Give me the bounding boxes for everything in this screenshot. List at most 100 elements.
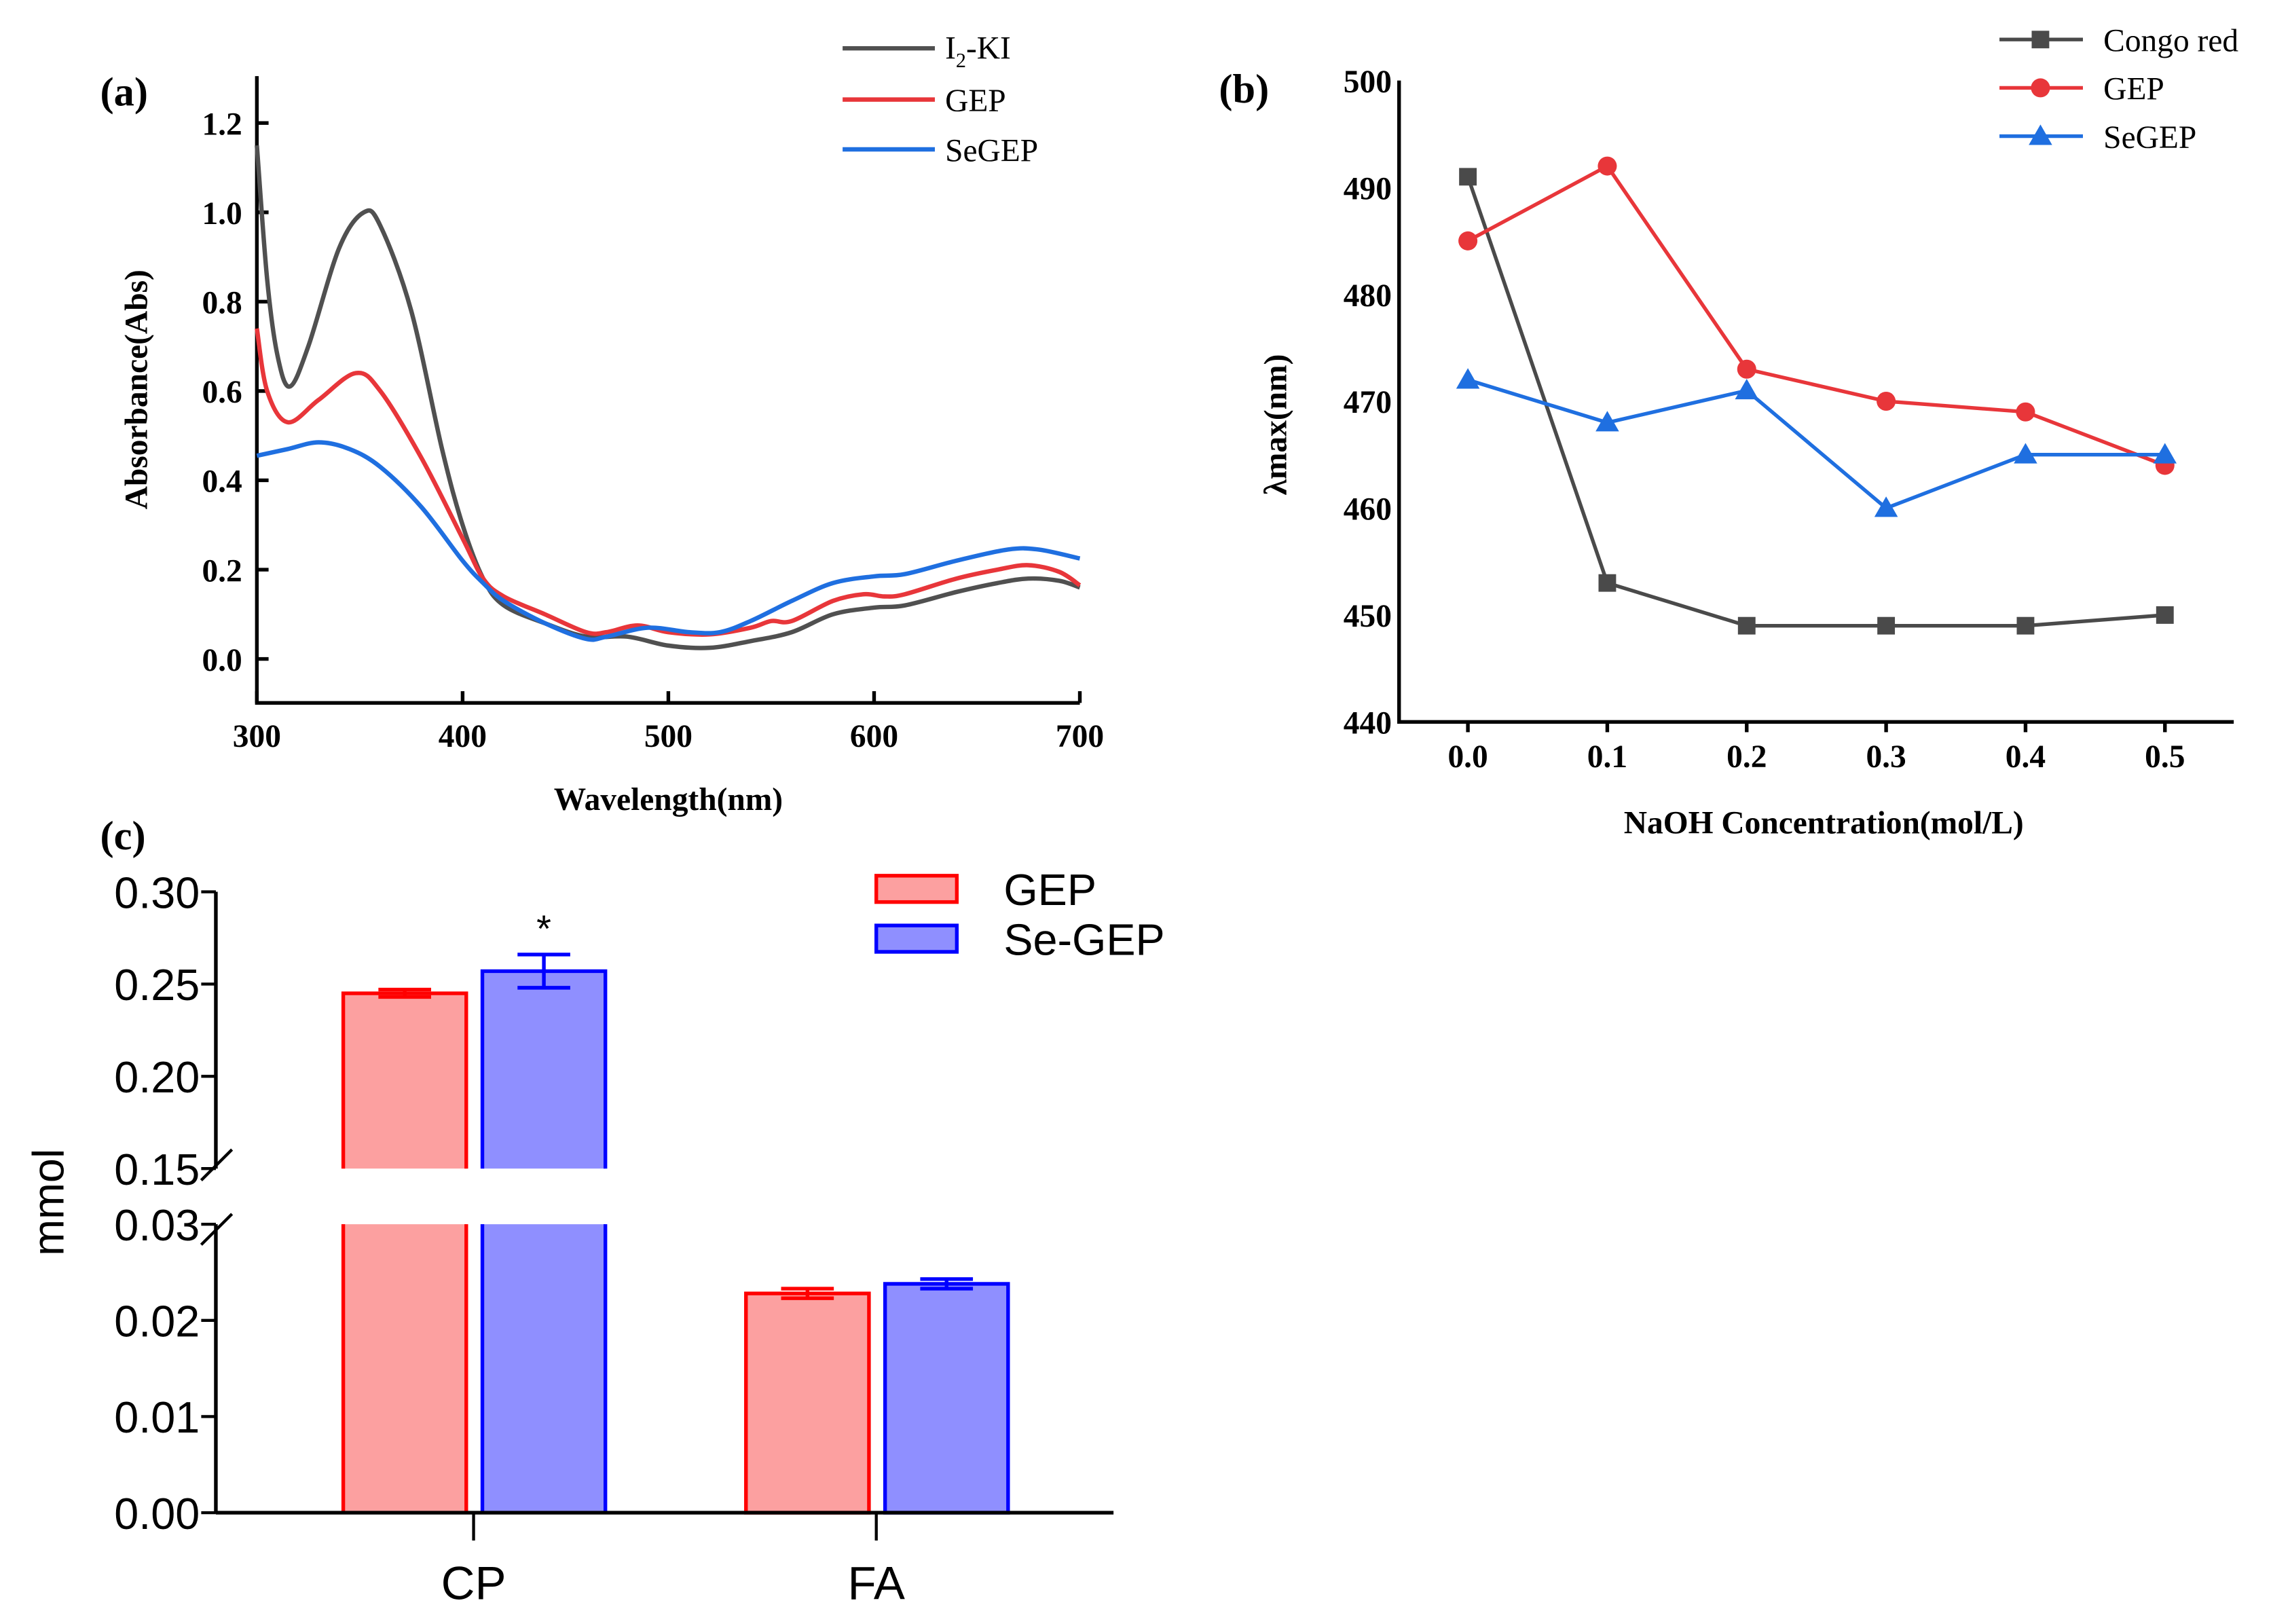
data-point-segep bbox=[1874, 496, 1898, 517]
x-tick-label-b: 0.2 bbox=[1726, 739, 1767, 775]
error-bar-se-gep-fa bbox=[920, 1277, 974, 1291]
data-point-congo-red bbox=[1459, 168, 1477, 186]
y-tick-label-a: 1.2 bbox=[202, 107, 242, 142]
data-point-gep bbox=[1877, 391, 1896, 411]
y-tick-label-b: 460 bbox=[1344, 492, 1392, 528]
y-tick-label-c: 0.01 bbox=[114, 1392, 200, 1442]
legend-label-segep: SeGEP bbox=[2103, 120, 2196, 155]
data-point-congo-red bbox=[1598, 574, 1617, 592]
bar-gep-fa bbox=[744, 1291, 871, 1515]
y-tick-label-b: 480 bbox=[1344, 278, 1392, 314]
panel-b: (b) 0.0 0.1 0.2 0.3 0.4 0.5 440 450 460 470 480 490… bbox=[1219, 23, 2238, 841]
data-point-segep bbox=[1456, 368, 1480, 389]
axis-break-marks bbox=[200, 1148, 234, 1246]
data-point-segep bbox=[2153, 443, 2177, 464]
legend-c: GEP Se-GEP bbox=[874, 865, 1165, 964]
y-tick-label-b: 450 bbox=[1344, 599, 1392, 634]
bar-se-gep-cp bbox=[482, 971, 606, 1169]
data-point-segep bbox=[1595, 411, 1619, 432]
legend-marker-gep bbox=[2031, 78, 2050, 98]
legend-label-i2ki: I2-KI bbox=[945, 31, 1011, 72]
y-tick-label-c: 0.20 bbox=[114, 1052, 200, 1102]
series-line-gep bbox=[255, 328, 1082, 637]
legend-label-segep-c: Se-GEP bbox=[1003, 915, 1164, 964]
error-bar-gep-cp bbox=[378, 987, 432, 999]
legend-swatch-gep-c bbox=[874, 874, 959, 904]
x-tick-label-a: 400 bbox=[439, 719, 487, 754]
panel-label-a: (a) bbox=[100, 69, 148, 115]
bar-gep-cp-lower-edges bbox=[341, 1224, 468, 1513]
y-tick-label-b: 440 bbox=[1344, 706, 1392, 741]
data-point-segep bbox=[2014, 443, 2037, 464]
data-point-gep bbox=[1598, 156, 1617, 176]
legend-marker-congo-red bbox=[2031, 31, 2050, 49]
y-tick-label-c: 0.25 bbox=[114, 960, 200, 1010]
series-line-segep bbox=[1467, 377, 2165, 511]
panel-a: (a) 300 400 500 600 700 0.0 0.2 0.4 0.6 0.8 1.0 1.2… bbox=[100, 31, 1105, 817]
x-tick-label-a: 500 bbox=[644, 719, 692, 754]
data-point-segep bbox=[1735, 378, 1759, 400]
significance-marker: * bbox=[536, 907, 551, 950]
data-point-congo-red bbox=[2016, 616, 2035, 635]
y-tick-label-b: 490 bbox=[1344, 171, 1392, 206]
data-point-congo-red bbox=[1877, 616, 1896, 635]
series-line-congo-red bbox=[1466, 176, 2165, 628]
panel-label-b: (b) bbox=[1219, 67, 1269, 112]
y-tick-label-c: 0.30 bbox=[114, 868, 200, 917]
x-axis-label-a: Wavelength(nm) bbox=[554, 782, 783, 817]
error-bar-gep-fa bbox=[781, 1287, 834, 1300]
legend-b: Congo red GEP SeGEP bbox=[1999, 23, 2238, 155]
legend-marker-segep bbox=[2029, 124, 2052, 145]
series-line-segep bbox=[256, 440, 1081, 642]
x-tick-label-b: 0.5 bbox=[2145, 739, 2185, 775]
data-point-gep bbox=[2016, 402, 2035, 422]
y-tick-label-a: 0.0 bbox=[202, 643, 242, 678]
y-axis-label-c: mmol bbox=[24, 1149, 73, 1256]
y-tick-label-a: 0.4 bbox=[202, 464, 242, 500]
data-point-gep bbox=[1737, 359, 1756, 379]
bar-se-gep-cp-lower-edges bbox=[480, 1224, 608, 1513]
y-tick-label-c: 0.03 bbox=[114, 1200, 200, 1250]
x-tick-label-b: 0.1 bbox=[1587, 739, 1627, 775]
legend-label-gep: GEP bbox=[2103, 72, 2164, 107]
y-tick-label-c: 0.02 bbox=[114, 1297, 200, 1346]
legend-label-congo-red: Congo red bbox=[2103, 23, 2238, 58]
x-tick-label-b: 0.3 bbox=[1866, 739, 1906, 775]
legend-swatch-segep-c bbox=[874, 923, 959, 954]
bar-gep-cp bbox=[343, 993, 466, 1169]
legend-label-gep: GEP bbox=[945, 84, 1006, 119]
y-tick-label-b: 470 bbox=[1344, 385, 1392, 420]
y-tick-label-a: 0.2 bbox=[202, 553, 242, 589]
panel-label-c: (c) bbox=[100, 813, 146, 859]
axes-b bbox=[1397, 80, 2234, 724]
x-tick-label-a: 300 bbox=[233, 719, 281, 754]
y-axis-label-a: Absorbance(Abs) bbox=[119, 270, 155, 509]
data-point-congo-red bbox=[1737, 616, 1756, 635]
data-point-congo-red bbox=[2156, 606, 2174, 624]
panel-c: (c) 0.15 0.20 0.25 0.30 0.00 0.01 0.02 0.03 CP FA… bbox=[24, 813, 1165, 1609]
y-tick-label-a: 0.8 bbox=[202, 286, 242, 321]
bar-se-gep-fa bbox=[883, 1282, 1010, 1515]
series-line-gep bbox=[1466, 164, 2166, 467]
x-axis-label-b: NaOH Concentration(mol/L) bbox=[1624, 805, 2024, 841]
y-tick-label-b: 500 bbox=[1344, 64, 1392, 100]
error-bar-se-gep-cp bbox=[517, 953, 570, 990]
x-tick-label-b: 0.4 bbox=[2006, 739, 2046, 775]
legend-label-segep: SeGEP bbox=[945, 133, 1038, 168]
y-tick-label-a: 1.0 bbox=[202, 196, 242, 232]
bar-se-gep-cp-lower bbox=[482, 1224, 606, 1513]
x-tick-label-fa: FA bbox=[848, 1557, 905, 1609]
y-tick-label-c: 0.00 bbox=[114, 1489, 200, 1538]
axes-c bbox=[214, 891, 1114, 1515]
x-tick-label-a: 600 bbox=[850, 719, 898, 754]
series-line-i2-ki bbox=[255, 145, 1081, 650]
x-tick-label-b: 0.0 bbox=[1447, 739, 1488, 775]
bar-gep-cp-lower bbox=[343, 1224, 466, 1513]
y-tick-label-a: 0.6 bbox=[202, 375, 242, 410]
x-tick-label-a: 700 bbox=[1056, 719, 1104, 754]
y-tick-label-c: 0.15 bbox=[114, 1145, 200, 1194]
y-axis-label-b: λmax(nm) bbox=[1259, 354, 1294, 496]
legend-label-gep-c: GEP bbox=[1003, 865, 1096, 915]
legend-a: I2-KI GEP SeGEP bbox=[843, 31, 1038, 168]
